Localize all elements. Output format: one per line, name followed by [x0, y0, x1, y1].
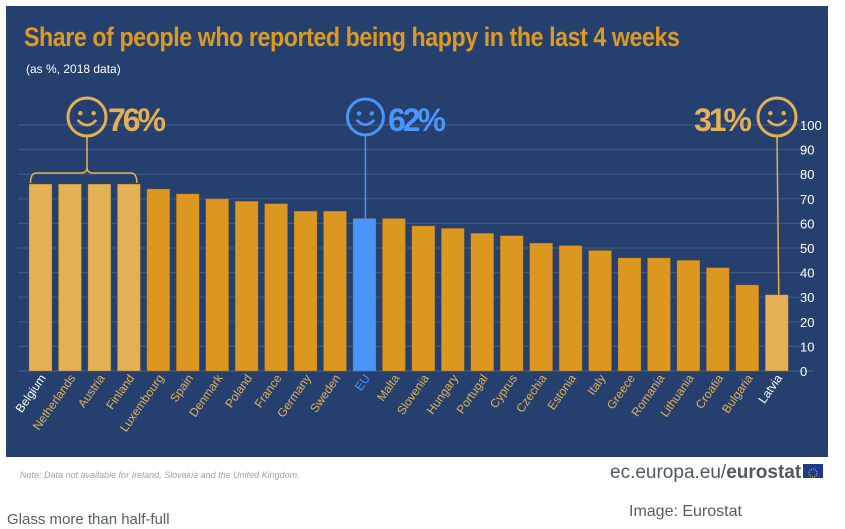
smiley-face: [345, 97, 385, 137]
y-tick-label: 50: [800, 241, 814, 256]
y-tick-label: 10: [800, 339, 814, 354]
bar: [588, 250, 612, 372]
smiley-eye: [781, 111, 786, 116]
bar: [735, 284, 760, 372]
smiley-eye: [356, 111, 362, 116]
smiley-mouth: [767, 119, 787, 127]
source-link[interactable]: ec.europa.eu/eurostat: [610, 462, 824, 484]
brace-right: [86, 166, 138, 184]
image-credit: Image: Eurostat: [629, 503, 742, 520]
bar: [264, 203, 288, 372]
x-tick-label: EU: [352, 372, 373, 394]
smiley-eye: [369, 111, 374, 116]
y-tick-label: 100: [800, 118, 822, 133]
bar: [205, 198, 229, 372]
y-tick-label: 40: [800, 266, 814, 281]
bar: [117, 183, 141, 372]
smiley-face: [756, 96, 798, 138]
bar: [617, 257, 642, 372]
smiley-face: [66, 96, 108, 138]
annotation-value: 62%: [388, 102, 446, 138]
bar: [764, 294, 789, 372]
x-tick-label: Bulgaria: [719, 371, 756, 415]
x-tick-label: Latvia: [755, 371, 785, 406]
bar: [58, 183, 82, 372]
annotation-value: 76%: [108, 102, 166, 138]
bar: [323, 210, 347, 372]
x-tick-label: Czechia: [513, 371, 550, 415]
bar: [529, 242, 553, 372]
latvia-leader-line: [776, 135, 780, 295]
smiley-icon: [345, 97, 385, 137]
footnote: Note: Data not available for Ireland, Sl…: [20, 470, 300, 480]
eu-flag-icon: [803, 463, 824, 478]
bar: [470, 232, 495, 372]
x-tick-label: Malta: [374, 371, 402, 403]
bar: [440, 228, 465, 372]
x-tick-label: Poland: [222, 372, 255, 411]
image-caption: Glass more than half-full: [7, 511, 170, 528]
y-tick-label: 60: [800, 216, 814, 231]
smiley-eye: [768, 111, 773, 116]
bar: [647, 257, 671, 372]
y-tick-label: 80: [800, 167, 814, 182]
y-tick-label: 30: [800, 290, 814, 305]
y-tick-label: 20: [800, 315, 814, 330]
bar-chart: 0102030405060708090100BelgiumNetherlands…: [13, 96, 822, 434]
annotation-value: 31%: [694, 102, 752, 138]
bar: [676, 259, 701, 372]
site-prefix: ec.europa.eu/: [610, 462, 727, 483]
bar: [558, 245, 583, 372]
bar: [352, 218, 377, 372]
brace-left: [29, 136, 88, 184]
bar: [411, 225, 436, 372]
x-tick-label: Italy: [584, 372, 608, 398]
smiley-eye: [91, 111, 96, 116]
chart-title: Share of people who reported being happy…: [24, 22, 680, 52]
smiley-mouth: [77, 119, 97, 127]
bar: [87, 183, 112, 372]
y-tick-label: 70: [800, 192, 814, 207]
bar: [234, 200, 259, 372]
bar: [293, 210, 318, 372]
y-tick-label: 0: [800, 364, 807, 379]
bar: [28, 183, 53, 372]
smiley-icon: [66, 96, 108, 138]
chart-subtitle: (as %, 2018 data): [26, 62, 121, 76]
smiley-icon: [756, 96, 798, 138]
x-tick-label: Sweden: [307, 372, 343, 416]
bar: [499, 235, 524, 372]
smiley-eye: [78, 111, 83, 116]
smiley-mouth: [356, 119, 375, 126]
y-tick-label: 90: [800, 143, 814, 158]
x-tick-label: Estonia: [545, 371, 580, 412]
bar: [146, 188, 171, 372]
x-tick-label: Spain: [167, 372, 196, 405]
bar: [382, 218, 406, 372]
bar: [706, 267, 730, 372]
site-brand: eurostat: [726, 462, 802, 483]
bar: [175, 193, 200, 372]
